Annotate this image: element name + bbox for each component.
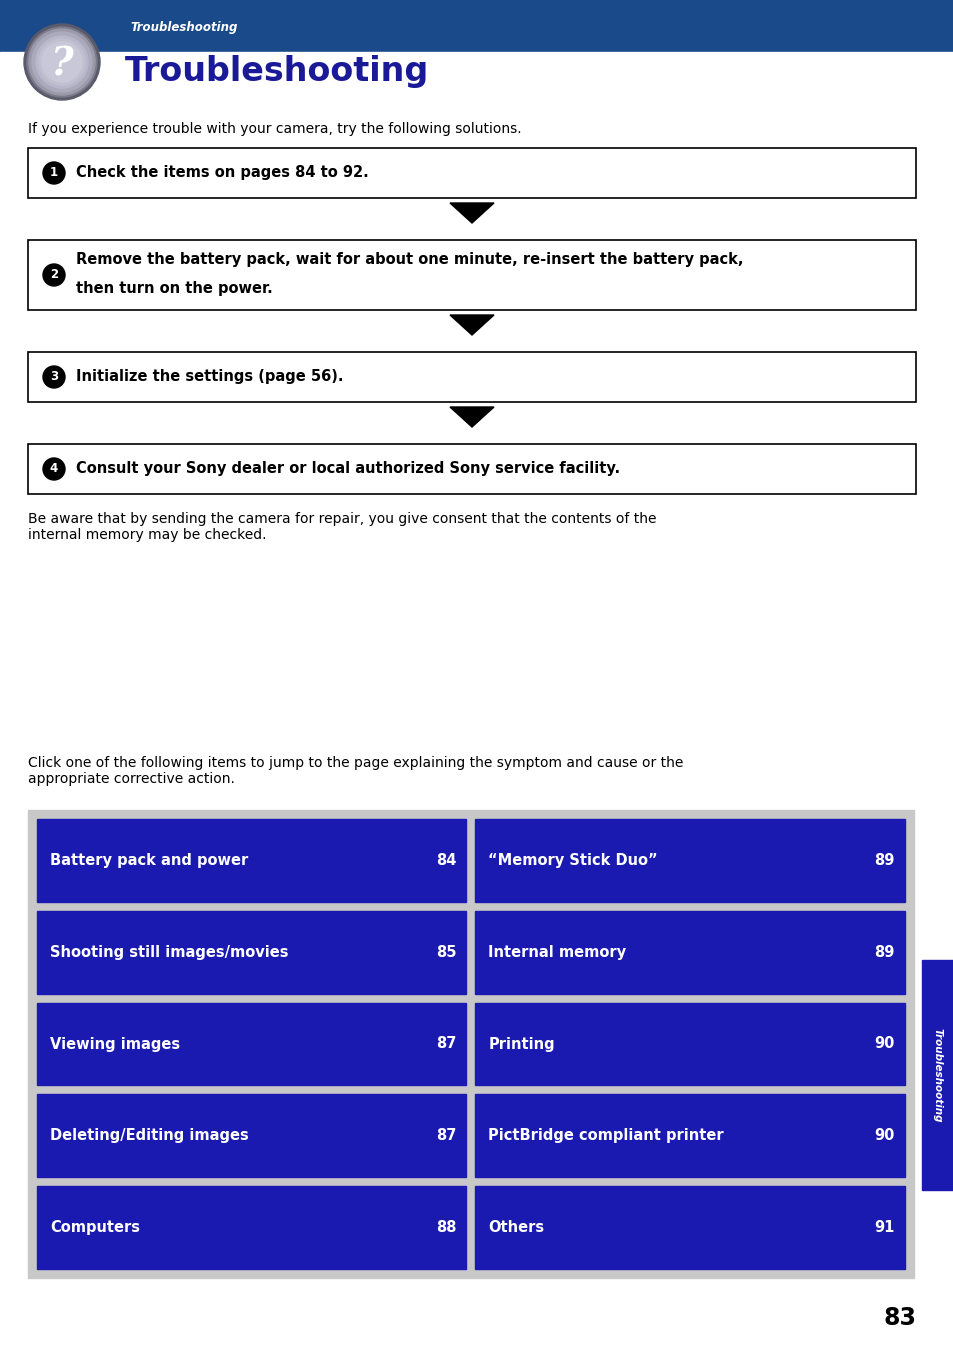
Text: “Memory Stick Duo”: “Memory Stick Duo” [488,854,658,868]
Bar [0,0,953,52]
Polygon shape [450,315,494,335]
Text: PictBridge compliant printer: PictBridge compliant printer [488,1128,723,1144]
Text: 88: 88 [436,1220,456,1235]
Bar [475,1186,904,1269]
Text: Click one of the following items to jump to the page explaining the symptom and : Click one of the following items to jump… [28,756,682,786]
Text: Shooting still images/movies: Shooting still images/movies [50,944,288,959]
Bar [28,351,915,402]
Text: Internal memory: Internal memory [488,944,626,959]
Circle shape [43,161,65,185]
Text: Viewing images: Viewing images [50,1037,180,1052]
Circle shape [29,28,95,95]
Text: Check the items on pages 84 to 92.: Check the items on pages 84 to 92. [76,166,369,180]
Text: Deleting/Editing images: Deleting/Editing images [50,1128,249,1144]
Bar [475,1094,904,1178]
Text: ?: ? [51,45,73,83]
Text: 1: 1 [50,167,58,179]
Bar [475,911,904,993]
Text: 85: 85 [436,944,456,959]
Circle shape [43,265,65,286]
Text: 91: 91 [874,1220,894,1235]
Text: 3: 3 [50,370,58,384]
Text: If you experience trouble with your camera, try the following solutions.: If you experience trouble with your came… [28,122,521,136]
Text: 89: 89 [874,854,894,868]
Text: 87: 87 [436,1128,456,1144]
Polygon shape [450,407,494,427]
Bar [37,1186,466,1269]
Text: 2: 2 [50,269,58,281]
Bar [28,810,913,1278]
Text: Computers: Computers [50,1220,140,1235]
Text: 84: 84 [436,854,456,868]
Bar [28,240,915,309]
Text: Remove the battery pack, wait for about one minute, re-insert the battery pack,: Remove the battery pack, wait for about … [76,252,742,267]
Text: Consult your Sony dealer or local authorized Sony service facility.: Consult your Sony dealer or local author… [76,461,619,476]
Text: Troubleshooting: Troubleshooting [932,1027,942,1122]
Text: 83: 83 [882,1305,916,1330]
Text: 90: 90 [874,1128,894,1144]
Circle shape [39,39,85,85]
Text: Troubleshooting: Troubleshooting [125,56,429,88]
Circle shape [27,27,97,96]
Text: Initialize the settings (page 56).: Initialize the settings (page 56). [76,369,343,384]
Text: 87: 87 [436,1037,456,1052]
Bar [921,959,953,1190]
Text: Be aware that by sending the camera for repair, you give consent that the conten: Be aware that by sending the camera for … [28,512,656,543]
Text: 4: 4 [50,463,58,475]
Bar [37,820,466,902]
Circle shape [24,24,100,100]
Text: 89: 89 [874,944,894,959]
Bar [37,911,466,993]
Bar [0,52,953,95]
Bar [37,1003,466,1086]
Bar [475,820,904,902]
Text: Others: Others [488,1220,544,1235]
Circle shape [32,33,91,92]
Circle shape [43,366,65,388]
Bar [475,1003,904,1086]
Bar [28,148,915,198]
Text: Troubleshooting: Troubleshooting [130,22,237,34]
Text: then turn on the power.: then turn on the power. [76,281,273,296]
Text: Battery pack and power: Battery pack and power [50,854,248,868]
Text: Printing: Printing [488,1037,555,1052]
Text: 90: 90 [874,1037,894,1052]
Bar [37,1094,466,1178]
Circle shape [43,459,65,480]
Circle shape [36,37,88,88]
Polygon shape [450,204,494,223]
Circle shape [42,42,82,81]
Bar [28,444,915,494]
